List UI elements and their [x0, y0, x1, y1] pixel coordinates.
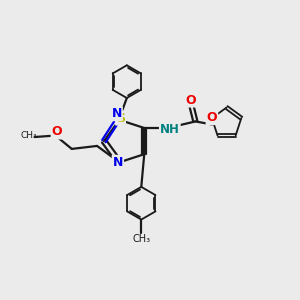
Text: S: S — [116, 112, 125, 124]
Text: CH₃: CH₃ — [21, 131, 38, 140]
Text: CH₃: CH₃ — [132, 234, 150, 244]
Text: O: O — [207, 111, 217, 124]
Text: O: O — [186, 94, 196, 106]
Text: O: O — [52, 125, 62, 139]
Text: N: N — [112, 107, 122, 120]
Text: NH: NH — [160, 123, 180, 136]
Text: N: N — [113, 156, 123, 169]
